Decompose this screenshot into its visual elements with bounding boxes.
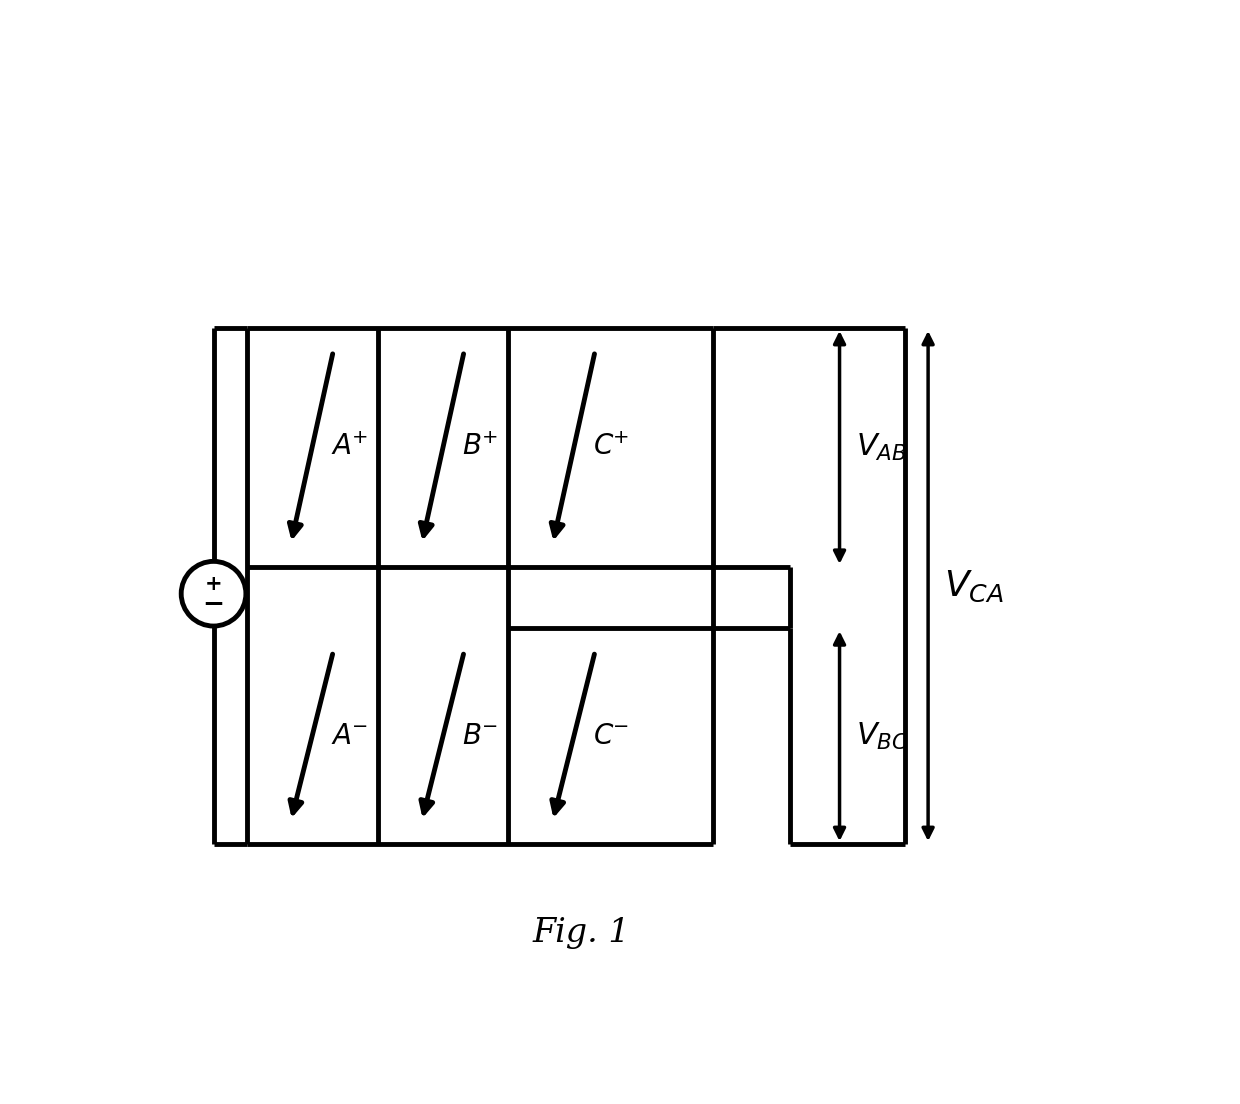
Text: $V_{CA}$: $V_{CA}$: [944, 569, 1003, 604]
Text: $V_{AB}$: $V_{AB}$: [857, 432, 908, 463]
Text: Fig. 1: Fig. 1: [533, 916, 630, 948]
Text: $V_{BC}$: $V_{BC}$: [857, 721, 909, 752]
Text: C$^{-}$: C$^{-}$: [593, 722, 629, 750]
Text: +: +: [205, 574, 222, 594]
Text: C$^{+}$: C$^{+}$: [593, 434, 629, 461]
Text: −: −: [202, 592, 224, 618]
Text: B$^{+}$: B$^{+}$: [463, 434, 498, 461]
Text: A$^{+}$: A$^{+}$: [331, 434, 368, 461]
Text: A$^{-}$: A$^{-}$: [331, 722, 368, 750]
Text: B$^{-}$: B$^{-}$: [463, 722, 497, 750]
